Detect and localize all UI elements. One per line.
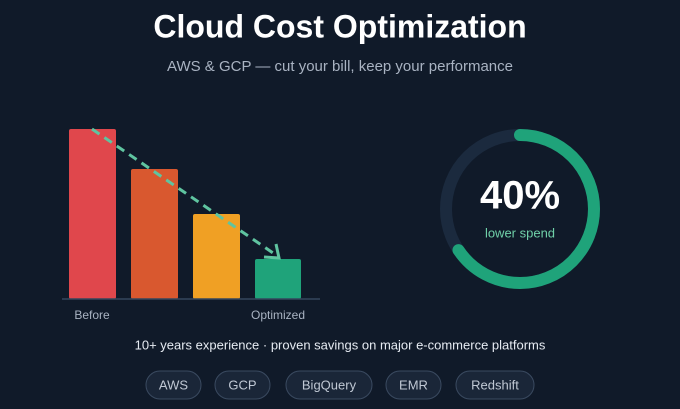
- tag-label: BigQuery: [302, 377, 357, 392]
- donut-arc: [440, 129, 600, 289]
- donut: 40% lower spend: [440, 129, 600, 289]
- subtitle: AWS & GCP — cut your bill, keep your per…: [167, 58, 513, 75]
- bar: [193, 214, 240, 299]
- tags: AWS GCP BigQuery EMR Redshift: [145, 370, 535, 400]
- bar: [131, 169, 178, 299]
- arrow-head: [263, 243, 281, 260]
- tag-label: GCP: [228, 377, 256, 392]
- trend-arrow: [91, 127, 277, 257]
- tag-label: Redshift: [471, 377, 519, 392]
- stat-value: 40%: [480, 174, 560, 218]
- tag-label: EMR: [399, 377, 428, 392]
- bar-label: Before: [74, 308, 110, 322]
- tagline: 10+ years experience · proven savings on…: [135, 337, 546, 352]
- title: Cloud Cost Optimization: [153, 8, 526, 44]
- tag-pill: [385, 370, 442, 400]
- tag-pill: [145, 370, 202, 400]
- tag-label: AWS: [159, 377, 188, 392]
- tag-pill: [285, 370, 373, 400]
- stat-caption: lower spend: [485, 225, 555, 240]
- bar-label: Optimized: [251, 308, 305, 322]
- bar: [255, 259, 301, 299]
- bar: [69, 129, 116, 299]
- tag-pill: [214, 370, 271, 400]
- tag-pill: [455, 370, 535, 400]
- bar-illustration: Before Optimized: [62, 127, 320, 322]
